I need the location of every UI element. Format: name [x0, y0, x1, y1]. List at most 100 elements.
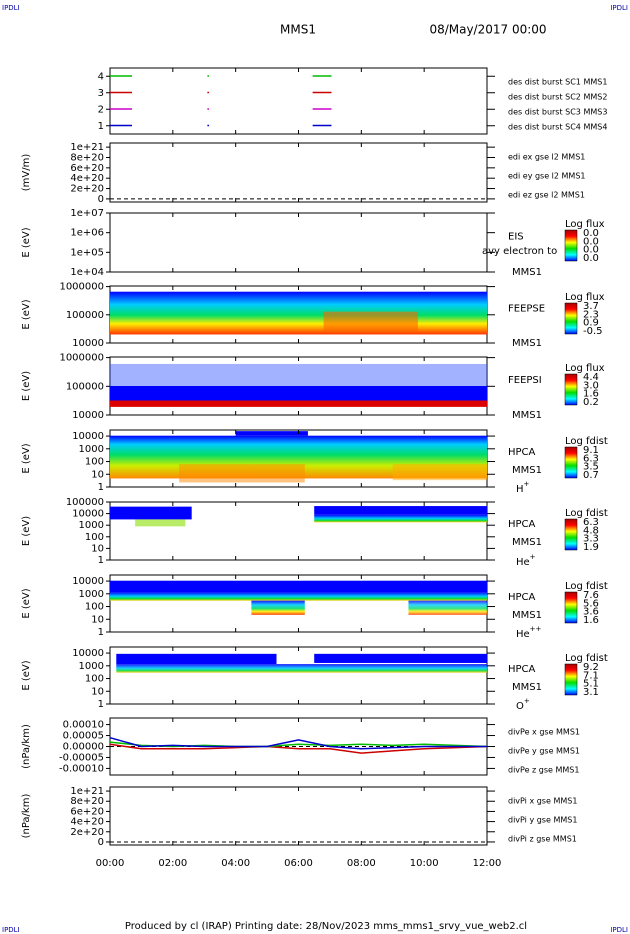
y-tick-label: 0	[98, 837, 104, 848]
y-axis-label: E (eV)	[21, 227, 32, 257]
x-tick-label: 04:00	[221, 858, 250, 869]
colorbar	[564, 518, 578, 551]
burst-interval	[312, 75, 332, 77]
spectrogram-fill	[110, 506, 192, 520]
y-tick-label: 2	[98, 104, 104, 115]
y-tick-label: 1000	[79, 520, 104, 531]
legend-entry: divPe x gse MMS1	[508, 728, 580, 737]
y-tick-label: 1	[98, 699, 104, 710]
y-tick-label: 8e+20	[70, 152, 104, 163]
burst-interval	[207, 124, 209, 127]
y-axis-label: (nPa/km)	[21, 794, 32, 839]
colorbar-label: 1.6	[583, 615, 599, 626]
y-tick-label: 100000	[66, 381, 104, 392]
y-tick-label: 10	[91, 469, 104, 480]
y-tick-label: 100000	[66, 497, 104, 508]
spacecraft-label: MMS1	[512, 610, 542, 621]
y-tick-label: 1e+06	[70, 228, 104, 239]
y-axis-label: E (eV)	[21, 516, 32, 546]
y-tick-label: 2e+20	[70, 184, 104, 195]
colorbar-label: 3.3	[583, 534, 599, 545]
y-tick-label: 2e+20	[70, 827, 104, 838]
species-label: H+	[516, 480, 530, 495]
y-tick-label: 1000000	[59, 282, 104, 293]
instrument-label: FEEPSI	[508, 375, 542, 386]
spectrogram-fill	[110, 363, 487, 389]
spectrogram-fill	[235, 431, 308, 436]
y-tick-label: 0.00010	[63, 720, 104, 731]
y-tick-label: 10000	[72, 338, 104, 349]
data-line	[109, 741, 488, 748]
burst-interval	[207, 108, 209, 110]
y-tick-label: 3	[98, 88, 104, 99]
charge: +	[530, 553, 536, 561]
spectrogram-fill	[135, 519, 186, 527]
legend-entry: des dist burst SC1 MMS1	[508, 78, 607, 87]
spectrogram-fill	[116, 653, 277, 665]
y-tick-label: 100	[85, 602, 104, 613]
y-tick-label: 1e+21	[70, 142, 104, 153]
spacecraft-label: MMS1	[512, 267, 542, 278]
spectrogram-fill	[110, 386, 487, 401]
mission: MMS1	[280, 23, 316, 37]
colorbar	[564, 229, 578, 262]
x-tick-label: 12:00	[473, 858, 502, 869]
y-tick-label: 6e+20	[70, 163, 104, 174]
corner-label: IPDLI	[2, 926, 20, 934]
species: O	[516, 701, 524, 712]
spectrogram-fill	[116, 664, 488, 673]
x-tick-label: 08:00	[347, 858, 376, 869]
x-tick-label: 02:00	[158, 858, 187, 869]
y-axis-label: E (eV)	[21, 443, 32, 473]
y-tick-label: 10000	[72, 509, 104, 520]
panel-frame	[109, 212, 488, 273]
corner-label: IPDLI	[2, 4, 20, 12]
y-tick-label: 4e+20	[70, 173, 104, 184]
legend-entry: edi ey gse l2 MMS1	[508, 172, 586, 181]
instrument-label: EIS	[508, 232, 524, 243]
colorbar-label: 3.0	[583, 380, 599, 391]
colorbar-title: Log flux	[565, 219, 605, 230]
colorbar-label: 0.2	[583, 397, 599, 408]
spacecraft-label: MMS1	[512, 338, 542, 349]
y-tick-label: -0.00005	[59, 752, 104, 763]
legend-entry: divPe y gse MMS1	[508, 747, 580, 756]
y-axis-label: E (eV)	[21, 660, 32, 690]
y-tick-label: 6e+20	[70, 806, 104, 817]
colorbar-label: 7.6	[583, 590, 599, 601]
burst-interval	[110, 124, 132, 127]
y-tick-label: 0.00000	[63, 742, 104, 753]
y-axis-label: (mV/m)	[21, 154, 32, 192]
colorbar-label: 5.6	[583, 598, 599, 609]
species: He	[516, 557, 530, 568]
legend-entry: divPi z gse MMS1	[508, 835, 577, 844]
spacecraft-label: MMS1	[512, 682, 542, 693]
panel-frame	[109, 142, 488, 203]
y-tick-label: 1000	[79, 444, 104, 455]
colorbar-label: 5.1	[583, 679, 599, 690]
burst-interval	[110, 108, 132, 110]
colorbar-label: 2.3	[583, 309, 599, 320]
colorbar-label: 0.0	[583, 245, 599, 256]
y-axis-label: E (eV)	[21, 299, 32, 329]
y-tick-label: 0	[98, 194, 104, 205]
instrument-label: HPCA	[508, 447, 536, 458]
corner-label: IPDLI	[610, 926, 628, 934]
note: avy electron to	[482, 246, 557, 257]
colorbar	[564, 663, 578, 696]
colorbar-label: 0.7	[583, 470, 599, 481]
burst-interval	[110, 91, 132, 94]
y-tick-label: 10	[91, 543, 104, 554]
burst-interval	[312, 124, 332, 127]
legend-entry: divPi x gse MMS1	[508, 797, 577, 806]
colorbar-label: 4.4	[583, 372, 599, 383]
y-tick-label: 1000000	[59, 353, 104, 364]
panel-frame	[109, 786, 488, 846]
y-tick-label: 1000	[79, 589, 104, 600]
colorbar-label: 1.6	[583, 389, 599, 400]
colorbar-label: 6.3	[583, 517, 599, 528]
y-tick-label: 1	[98, 627, 104, 638]
spectrogram-fill	[110, 291, 487, 335]
colorbar-label: 7.1	[583, 670, 599, 681]
y-tick-label: 1	[98, 121, 104, 132]
